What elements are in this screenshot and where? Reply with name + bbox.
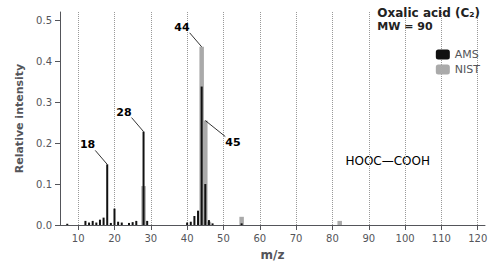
svg-text:MW = 90: MW = 90 bbox=[377, 20, 433, 33]
svg-text:m/z: m/z bbox=[261, 248, 285, 262]
svg-text:0.3: 0.3 bbox=[36, 97, 52, 108]
svg-text:0.1: 0.1 bbox=[36, 179, 52, 190]
svg-text:NIST: NIST bbox=[455, 63, 480, 76]
svg-text:70: 70 bbox=[290, 233, 303, 244]
svg-text:Oxalic acid (C₂): Oxalic acid (C₂) bbox=[377, 6, 480, 20]
svg-text:50: 50 bbox=[217, 233, 230, 244]
svg-text:40: 40 bbox=[181, 233, 194, 244]
svg-text:20: 20 bbox=[108, 233, 121, 244]
svg-text:80: 80 bbox=[326, 233, 339, 244]
svg-text:0.0: 0.0 bbox=[36, 220, 52, 231]
svg-text:30: 30 bbox=[144, 233, 157, 244]
svg-text:28: 28 bbox=[116, 106, 131, 119]
svg-text:Relative intensity: Relative intensity bbox=[13, 64, 26, 174]
svg-text:0.5: 0.5 bbox=[36, 15, 52, 26]
svg-text:0.2: 0.2 bbox=[36, 138, 52, 149]
svg-text:10: 10 bbox=[72, 233, 85, 244]
svg-text:100: 100 bbox=[396, 233, 415, 244]
svg-text:120: 120 bbox=[468, 233, 487, 244]
svg-text:60: 60 bbox=[253, 233, 266, 244]
svg-text:110: 110 bbox=[432, 233, 451, 244]
svg-text:0.4: 0.4 bbox=[36, 56, 52, 67]
svg-text:AMS: AMS bbox=[455, 48, 479, 61]
svg-text:18: 18 bbox=[80, 138, 95, 151]
svg-text:44: 44 bbox=[174, 21, 190, 34]
svg-text:45: 45 bbox=[225, 136, 240, 149]
svg-text:90: 90 bbox=[362, 233, 375, 244]
svg-text:HOOC—COOH: HOOC—COOH bbox=[345, 154, 430, 168]
